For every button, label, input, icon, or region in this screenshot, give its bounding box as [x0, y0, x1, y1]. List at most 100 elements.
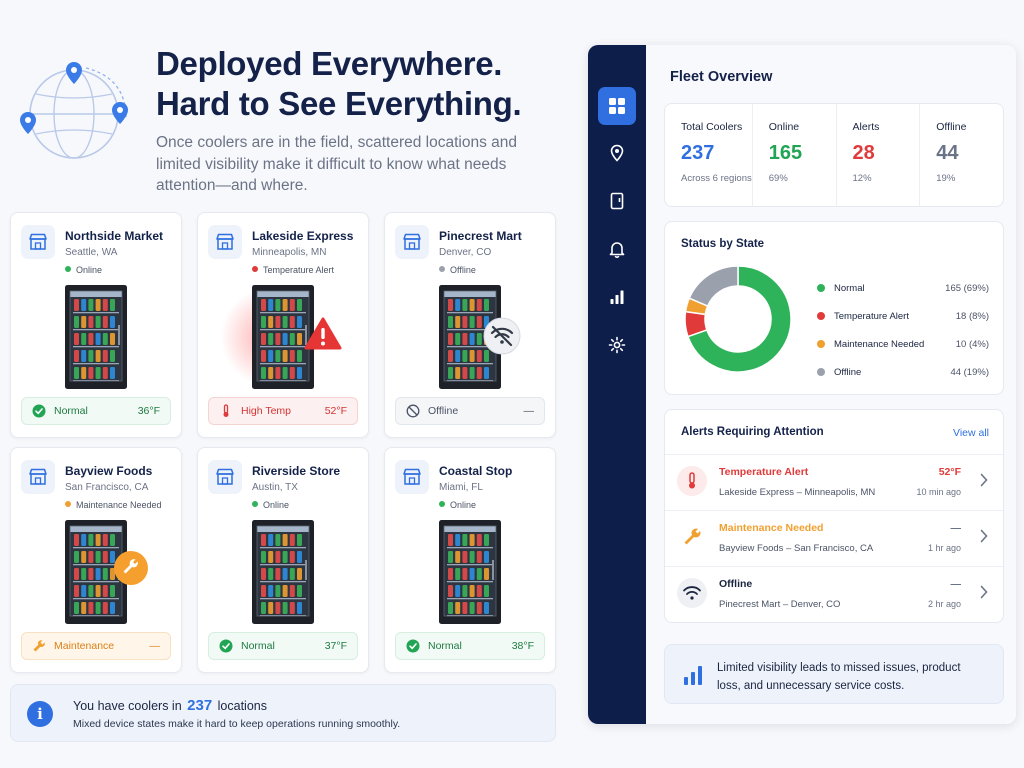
status-pill: Normal 38°F: [395, 632, 545, 660]
alert-row[interactable]: Offline Pinecrest Mart – Denver, CO — 2 …: [665, 566, 1003, 622]
note-text: Limited visibility leads to missed issue…: [717, 662, 961, 692]
sidebar-nav: [588, 45, 646, 724]
chevron-right-icon[interactable]: [979, 528, 989, 544]
grid-icon: [609, 98, 625, 114]
store-card[interactable]: Lakeside Express Minneapolis, MN Tempera…: [197, 212, 369, 438]
hero-title-line1: Deployed Everywhere.: [156, 45, 503, 82]
kpi-card[interactable]: Alerts 28 12%: [837, 104, 921, 206]
wrench-icon: [114, 551, 148, 585]
wrench-icon: [33, 640, 45, 652]
status-donut-chart: [684, 265, 792, 373]
pill-label: Normal: [54, 405, 88, 417]
store-icon-box: [208, 460, 242, 494]
view-all-link[interactable]: View all: [953, 427, 989, 439]
status-by-state-panel: Status by State Normal 165 (69%) Tempera…: [664, 221, 1004, 395]
thermometer-icon: [223, 404, 229, 417]
alert-icon-badge: [677, 522, 707, 552]
store-state-label: Online: [263, 500, 290, 510]
cooler-image: [65, 520, 127, 624]
store-state: Maintenance Needed: [65, 500, 162, 510]
dashboard-title: Fleet Overview: [670, 69, 773, 85]
info-count: 237: [187, 697, 213, 714]
store-state: Online: [439, 500, 476, 510]
nav-settings[interactable]: [598, 326, 636, 364]
alert-time: 2 hr ago: [927, 599, 961, 609]
nav-reports[interactable]: [598, 278, 636, 316]
pill-value: 36°F: [137, 405, 160, 417]
store-card[interactable]: Coastal Stop Miami, FL Online Normal 38°…: [384, 447, 556, 673]
legend-swatch: [817, 368, 825, 376]
visibility-note: Limited visibility leads to missed issue…: [664, 644, 1004, 704]
legend-swatch: [817, 312, 825, 320]
store-card[interactable]: Pinecrest Mart Denver, CO Offline Offlin…: [384, 212, 556, 438]
kpi-panel: Total Coolers 237 Across 6 regions Onlin…: [664, 103, 1004, 207]
pill-value: —: [149, 640, 161, 652]
storefront-icon: [403, 233, 421, 250]
kpi-card[interactable]: Offline 44 19%: [920, 104, 1003, 206]
storefront-icon: [216, 468, 234, 485]
check-circle-icon: [219, 639, 233, 653]
thermometer-icon: [689, 472, 695, 489]
store-location: Austin, TX: [252, 482, 298, 493]
nav-dashboard[interactable]: [598, 87, 636, 125]
hero-title: Deployed Everywhere. Hard to See Everyth…: [156, 44, 522, 124]
kpi-card[interactable]: Total Coolers 237 Across 6 regions: [665, 104, 753, 206]
store-icon-box: [395, 225, 429, 259]
nav-devices[interactable]: [598, 182, 636, 220]
kpi-label: Offline: [936, 121, 967, 133]
pill-icon: [219, 639, 233, 653]
legend-value: 18 (8%): [955, 310, 989, 322]
store-state-label: Online: [76, 265, 103, 275]
status-pill: Maintenance —: [21, 632, 171, 660]
status-pill: Offline —: [395, 397, 545, 425]
kpi-card[interactable]: Online 165 69%: [753, 104, 837, 206]
globe-map-illustration: [20, 62, 128, 159]
kpi-label: Total Coolers: [681, 121, 743, 133]
alerts-panel: Alerts Requiring Attention View all Temp…: [664, 409, 1004, 623]
check-circle-icon: [406, 639, 420, 653]
pill-label: Normal: [241, 640, 275, 652]
map-pin-icon: [610, 144, 624, 162]
donut-slice-offline[interactable]: [688, 265, 739, 308]
status-dot: [65, 266, 71, 272]
store-card[interactable]: Bayview Foods San Francisco, CA Maintena…: [10, 447, 182, 673]
store-icon-box: [395, 460, 429, 494]
store-icon-box: [21, 460, 55, 494]
store-name: Coastal Stop: [439, 464, 513, 478]
store-state: Online: [252, 500, 289, 510]
cooler-image: [65, 285, 127, 389]
alerts-title: Alerts Requiring Attention: [681, 426, 824, 438]
gear-icon: [608, 336, 626, 354]
cooler-image: [439, 285, 501, 389]
pill-label: Maintenance: [54, 640, 115, 652]
donut-slice-normal[interactable]: [687, 265, 792, 373]
alert-row[interactable]: Temperature Alert Lakeside Express – Min…: [665, 454, 1003, 510]
kpi-label: Alerts: [852, 121, 880, 133]
info-banner: i You have coolers in 237 locations Mixe…: [10, 684, 556, 742]
row-divider: [665, 566, 1003, 567]
store-state: Temperature Alert: [252, 265, 334, 275]
store-state: Online: [65, 265, 102, 275]
pill-icon: [32, 404, 46, 418]
pill-label: Offline: [428, 405, 459, 417]
legend-swatch: [817, 340, 825, 348]
hero-subtitle: Once coolers are in the field, scattered…: [156, 134, 518, 194]
pill-icon: [406, 404, 420, 418]
alert-row[interactable]: Maintenance Needed Bayview Foods – San F…: [665, 510, 1003, 566]
kpi-sub: Across 6 regions: [681, 173, 752, 184]
legend-label: Normal: [834, 282, 865, 294]
chevron-right-icon[interactable]: [979, 472, 989, 488]
store-card[interactable]: Riverside Store Austin, TX Online Normal…: [197, 447, 369, 673]
chevron-right-icon[interactable]: [979, 584, 989, 600]
store-name: Northside Market: [65, 229, 164, 243]
status-dot: [252, 501, 258, 507]
bell-icon: [609, 242, 625, 258]
legend-label: Maintenance Needed: [834, 338, 925, 350]
store-location: Denver, CO: [439, 247, 492, 258]
pill-value: 38°F: [511, 640, 534, 652]
nav-map[interactable]: [598, 134, 636, 172]
pill-value: —: [523, 405, 535, 417]
store-card[interactable]: Northside Market Seattle, WA Online Norm…: [10, 212, 182, 438]
legend-swatch: [817, 284, 825, 292]
nav-alerts[interactable]: [598, 230, 636, 268]
